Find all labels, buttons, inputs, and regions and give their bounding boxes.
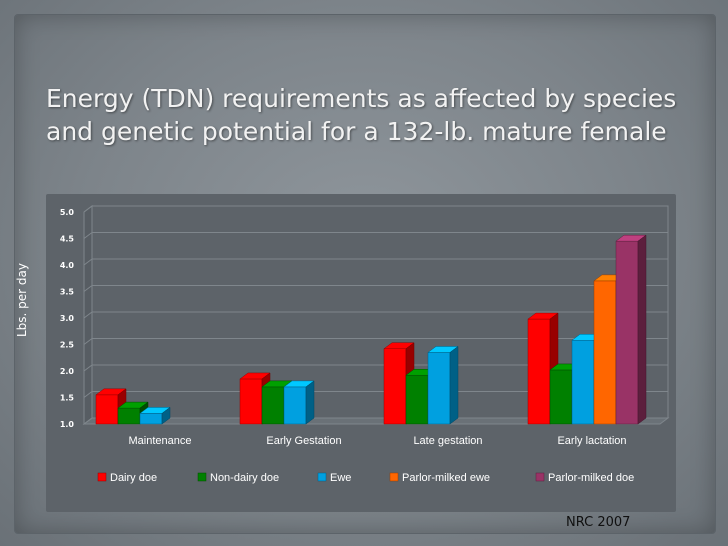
y-tick-label: 2.5 (60, 341, 75, 350)
gridline-depth (83, 391, 93, 398)
source-citation: NRC 2007 (566, 515, 631, 530)
slide-title-line-2: and genetic potential for a 132-lb. matu… (46, 117, 667, 146)
gridline-depth (83, 311, 93, 319)
bar-ewe-side (305, 380, 315, 425)
legend-label: Dairy doe (110, 472, 157, 484)
legend-label: Parlor-milked ewe (402, 472, 490, 484)
bar-ewe-front (427, 352, 451, 425)
legend-swatch (97, 472, 107, 482)
x-tick-label: Early Gestation (266, 435, 341, 447)
chart-panel: 1.0 1.5 2.0 2.5 3.0 3.5 4.0 4.5 5.0 Maintenance Ea… (46, 194, 676, 512)
gridline-depth (83, 205, 93, 213)
bar-chart: 1.0 1.5 2.0 2.5 3.0 3.5 4.0 4.5 5.0 Maintenance Ea… (60, 205, 670, 484)
legend-label: Parlor-milked doe (548, 472, 634, 484)
bar-ewe-front (283, 386, 307, 425)
y-tick-label: 4.5 (60, 235, 75, 244)
bar-ewe-front (571, 340, 595, 425)
y-tick-label: 4.0 (60, 261, 75, 270)
x-tick-label: Early lactation (557, 435, 626, 447)
bar-dairy-doe-front (239, 378, 263, 425)
slide-title-line-1: Energy (TDN) requirements as affected by… (46, 84, 677, 113)
y-axis-label: Lbs. per day (15, 262, 29, 338)
bar-non-dairy-doe-front (261, 386, 285, 425)
bar-dairy-doe-front (527, 318, 551, 425)
x-tick-label: Maintenance (129, 435, 192, 447)
gridline-depth (83, 417, 93, 425)
bar-parlor-milked-doe-front (615, 240, 639, 425)
legend-swatch (317, 472, 327, 482)
legend-swatch (535, 472, 545, 482)
y-tick-label: 2.0 (60, 367, 75, 376)
bar-parlor-milked-ewe-front (593, 280, 617, 425)
bar-dairy-doe-front (383, 348, 407, 425)
bar-ewe-front (139, 413, 163, 425)
bar-non-dairy-doe-front (549, 369, 573, 425)
y-tick-label: 1.0 (60, 420, 75, 429)
bar-non-dairy-doe-front (117, 407, 141, 425)
gridline-depth (83, 232, 93, 239)
legend-label: Non-dairy doe (210, 472, 279, 484)
bar-non-dairy-doe-front (405, 374, 429, 425)
gridline-depth (83, 338, 93, 345)
legend-label: Ewe (330, 472, 351, 484)
y-tick-label: 3.0 (60, 314, 75, 323)
slide-frame (14, 14, 716, 534)
x-tick-label: Late gestation (413, 435, 482, 447)
bar-ewe-side (449, 345, 459, 425)
bar-ewe-side (161, 406, 171, 425)
slide-title: Energy (TDN) requirements as affected by… (46, 82, 706, 148)
gridline-depth (83, 258, 93, 266)
gridline-depth (83, 364, 93, 372)
y-tick-label: 3.5 (60, 288, 75, 297)
y-tick-label: 1.5 (60, 394, 75, 403)
gridline-depth (83, 285, 93, 292)
legend-swatch (389, 472, 399, 482)
bar-dairy-doe-front (95, 394, 119, 425)
y-tick-label: 5.0 (60, 208, 75, 217)
legend-swatch (197, 472, 207, 482)
bar-parlor-milked-doe-side (637, 234, 647, 425)
